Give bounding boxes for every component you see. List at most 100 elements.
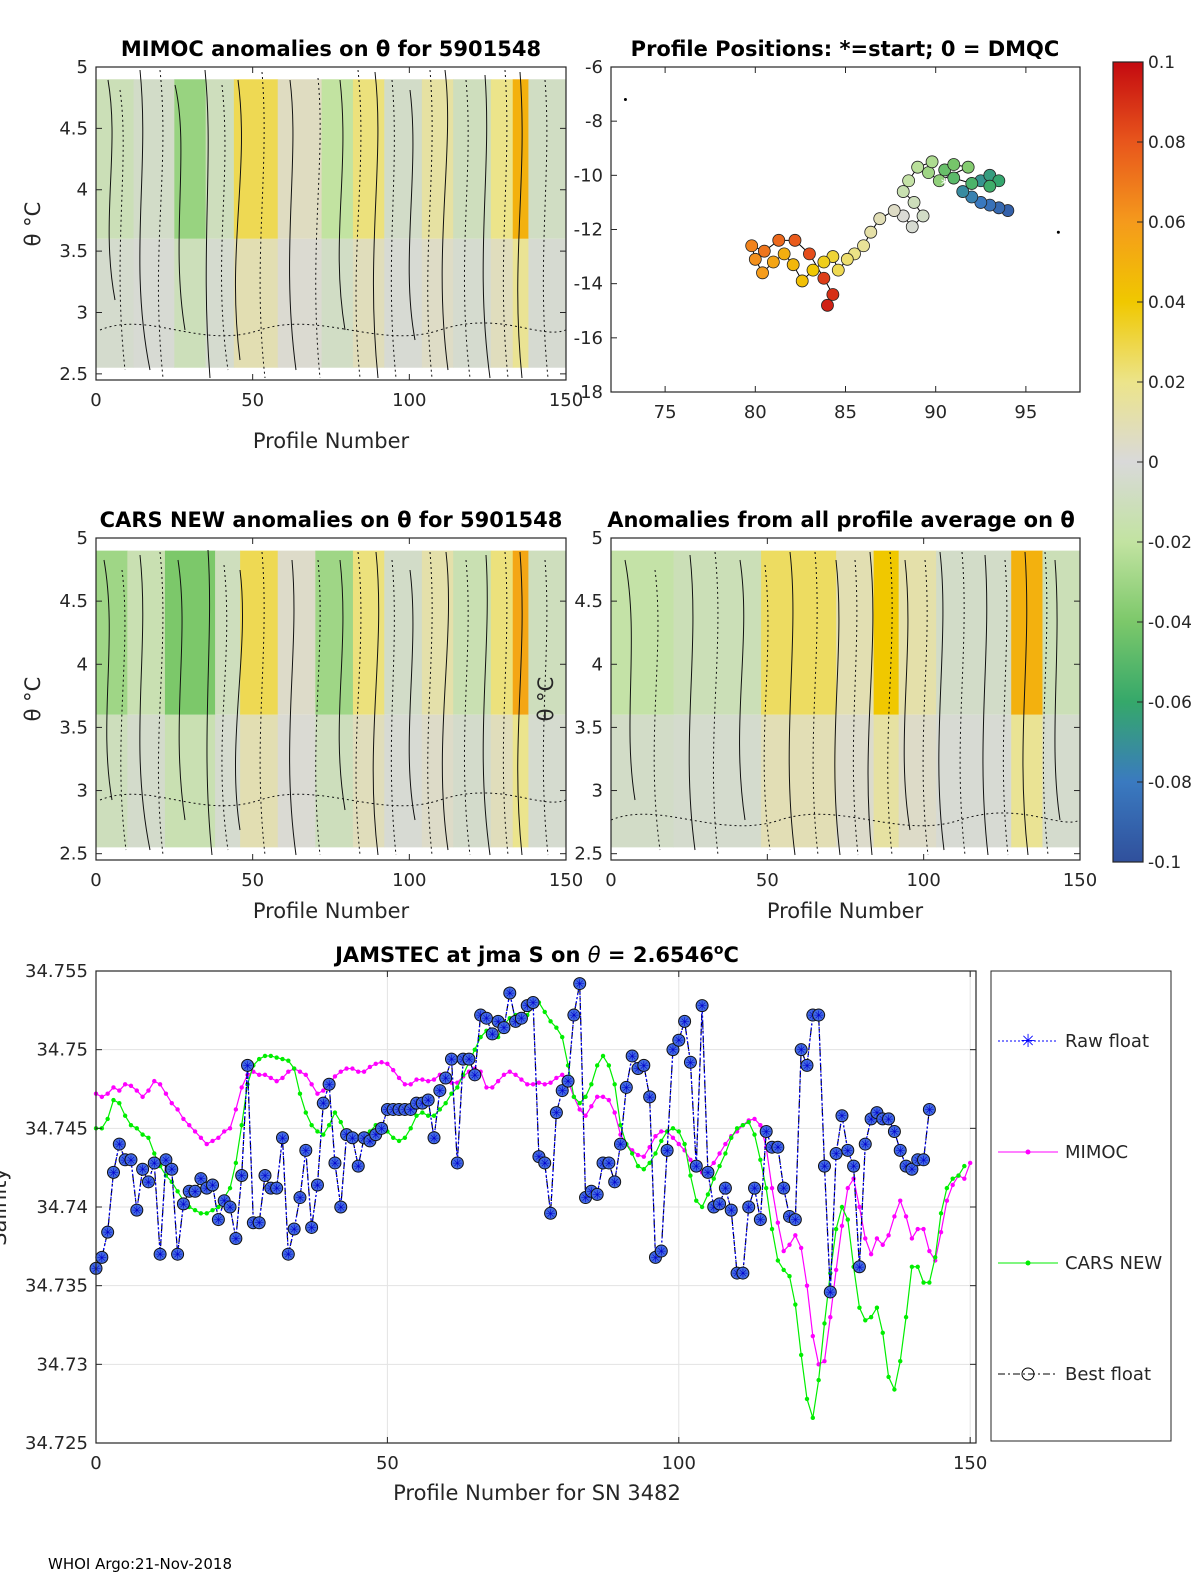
cars-point (734, 1126, 740, 1131)
raw-float-point: ✳ (738, 1267, 748, 1281)
raw-float-point: ✳ (173, 1248, 183, 1262)
raw-float-point: ✳ (656, 1245, 666, 1259)
mimoc-point (863, 1236, 868, 1241)
cars-point (274, 1055, 279, 1060)
raw-float-point: ✳ (365, 1134, 375, 1148)
mimoc-point (921, 1226, 926, 1232)
best-float-point (328, 1156, 342, 1170)
y-tick-label: 3 (592, 781, 603, 802)
position-dot (1056, 230, 1060, 234)
mimoc-point (501, 1072, 507, 1078)
positions-axes-box (610, 66, 1081, 393)
cars-point (641, 1167, 647, 1172)
position-point (857, 239, 870, 253)
x-tick-label: 50 (756, 870, 779, 891)
mimoc-point (752, 1116, 757, 1122)
colorbar-tick-label: 0.08 (1148, 133, 1186, 153)
heatmap-cell-lower (233, 238, 279, 368)
heatmap-cell-lower (490, 238, 514, 368)
cars-point (589, 1082, 594, 1087)
mimoc-y-label: θ °C (21, 202, 45, 247)
position-point (983, 179, 997, 193)
mimoc-point (833, 1267, 839, 1273)
heatmap-cell-upper (512, 550, 529, 715)
heatmap-cell-lower (873, 714, 900, 848)
y-tick-label: -6 (585, 57, 603, 78)
y-tick-label: -8 (585, 111, 603, 132)
best-float-point (159, 1153, 173, 1167)
cars-point (437, 1107, 443, 1112)
position-point (864, 225, 878, 239)
positions-panel: Profile Positions: *=start; 0 = DMQC * 7… (574, 37, 1081, 423)
legend-raw-marker: ✳ (1020, 1031, 1035, 1052)
best-float-point (672, 1033, 686, 1047)
raw-float-point: ✳ (592, 1188, 602, 1202)
raw-float-point: ✳ (715, 1197, 725, 1211)
heatmap-cell-lower (240, 714, 279, 848)
heatmap-cell-lower (277, 714, 316, 848)
raw-float-point: ✳ (889, 1125, 899, 1139)
mimoc-contours (99, 69, 566, 379)
heatmap-cell-upper (490, 79, 514, 239)
mimoc-point (868, 1252, 874, 1257)
raw-float-point: ✳ (272, 1182, 282, 1196)
best-float-point (905, 1162, 919, 1176)
mimoc-x-label: Profile Number (253, 429, 410, 453)
cars-point (111, 1097, 116, 1103)
mimoc-point (495, 1078, 501, 1084)
mimoc-point (536, 1080, 542, 1085)
cars-point (793, 1302, 798, 1307)
position-point (907, 196, 921, 209)
heatmap-cell-upper (315, 550, 354, 715)
mimoc-point (233, 1107, 239, 1112)
colorbar-tick-label: 0 (1148, 453, 1159, 473)
best-float-point (293, 1191, 307, 1205)
best-float-point (433, 1084, 447, 1098)
heatmap-cell-upper (215, 550, 241, 715)
best-float-point (736, 1266, 750, 1280)
raw-float-point: ✳ (97, 1251, 107, 1265)
best-float-point (229, 1231, 243, 1245)
raw-float-point: ✳ (231, 1232, 241, 1246)
x-tick-label: 80 (744, 402, 767, 423)
allavg-heatmap (611, 538, 1080, 860)
cars-point (326, 1122, 332, 1128)
best-float-point (887, 1124, 901, 1138)
best-float-point (334, 1200, 348, 1214)
heatmap-cell-lower (352, 238, 385, 368)
mimoc-x-ticks: 0 50 100 150 (90, 67, 583, 411)
best-float-point (427, 1131, 441, 1145)
best-float-point (713, 1197, 727, 1211)
mimoc-point (787, 1242, 792, 1247)
heatmap-cell-upper (453, 550, 492, 715)
mimoc-point (396, 1075, 402, 1081)
salinity-x-label: Profile Number for SN 3482 (393, 1481, 681, 1505)
y-tick-label: 4 (77, 180, 88, 201)
position-point (748, 252, 762, 266)
best-float-point (602, 1156, 616, 1170)
mimoc-point (187, 1122, 192, 1128)
mimoc-point (927, 1248, 932, 1254)
raw-float-point: ✳ (621, 1081, 631, 1095)
best-float-point (211, 1213, 225, 1227)
mimoc-point (798, 1245, 804, 1251)
raw-float-point: ✳ (511, 1015, 521, 1029)
salinity-title: JAMSTEC at jma S on θ = 2.6546oC (333, 942, 739, 967)
cars-point (758, 1157, 763, 1163)
mimoc-point (909, 1236, 915, 1241)
heatmap-cell-lower (215, 714, 241, 848)
mimoc-point (361, 1069, 367, 1074)
raw-float-point: ✳ (103, 1226, 113, 1240)
colorbar-tick-label: -0.1 (1148, 853, 1181, 873)
best-float-point (812, 1008, 826, 1022)
raw-float-point: ✳ (435, 1084, 445, 1098)
heatmap-cell-upper (133, 79, 175, 239)
heatmap-cell-upper (384, 550, 423, 715)
raw-float-point: ✳ (563, 1075, 573, 1089)
best-float-point (305, 1220, 319, 1234)
raw-float-point: ✳ (604, 1156, 614, 1170)
heatmap-cell-upper (421, 550, 454, 715)
raw-float-point: ✳ (639, 1059, 649, 1073)
best-float-point (660, 1143, 674, 1157)
position-point (777, 247, 791, 261)
